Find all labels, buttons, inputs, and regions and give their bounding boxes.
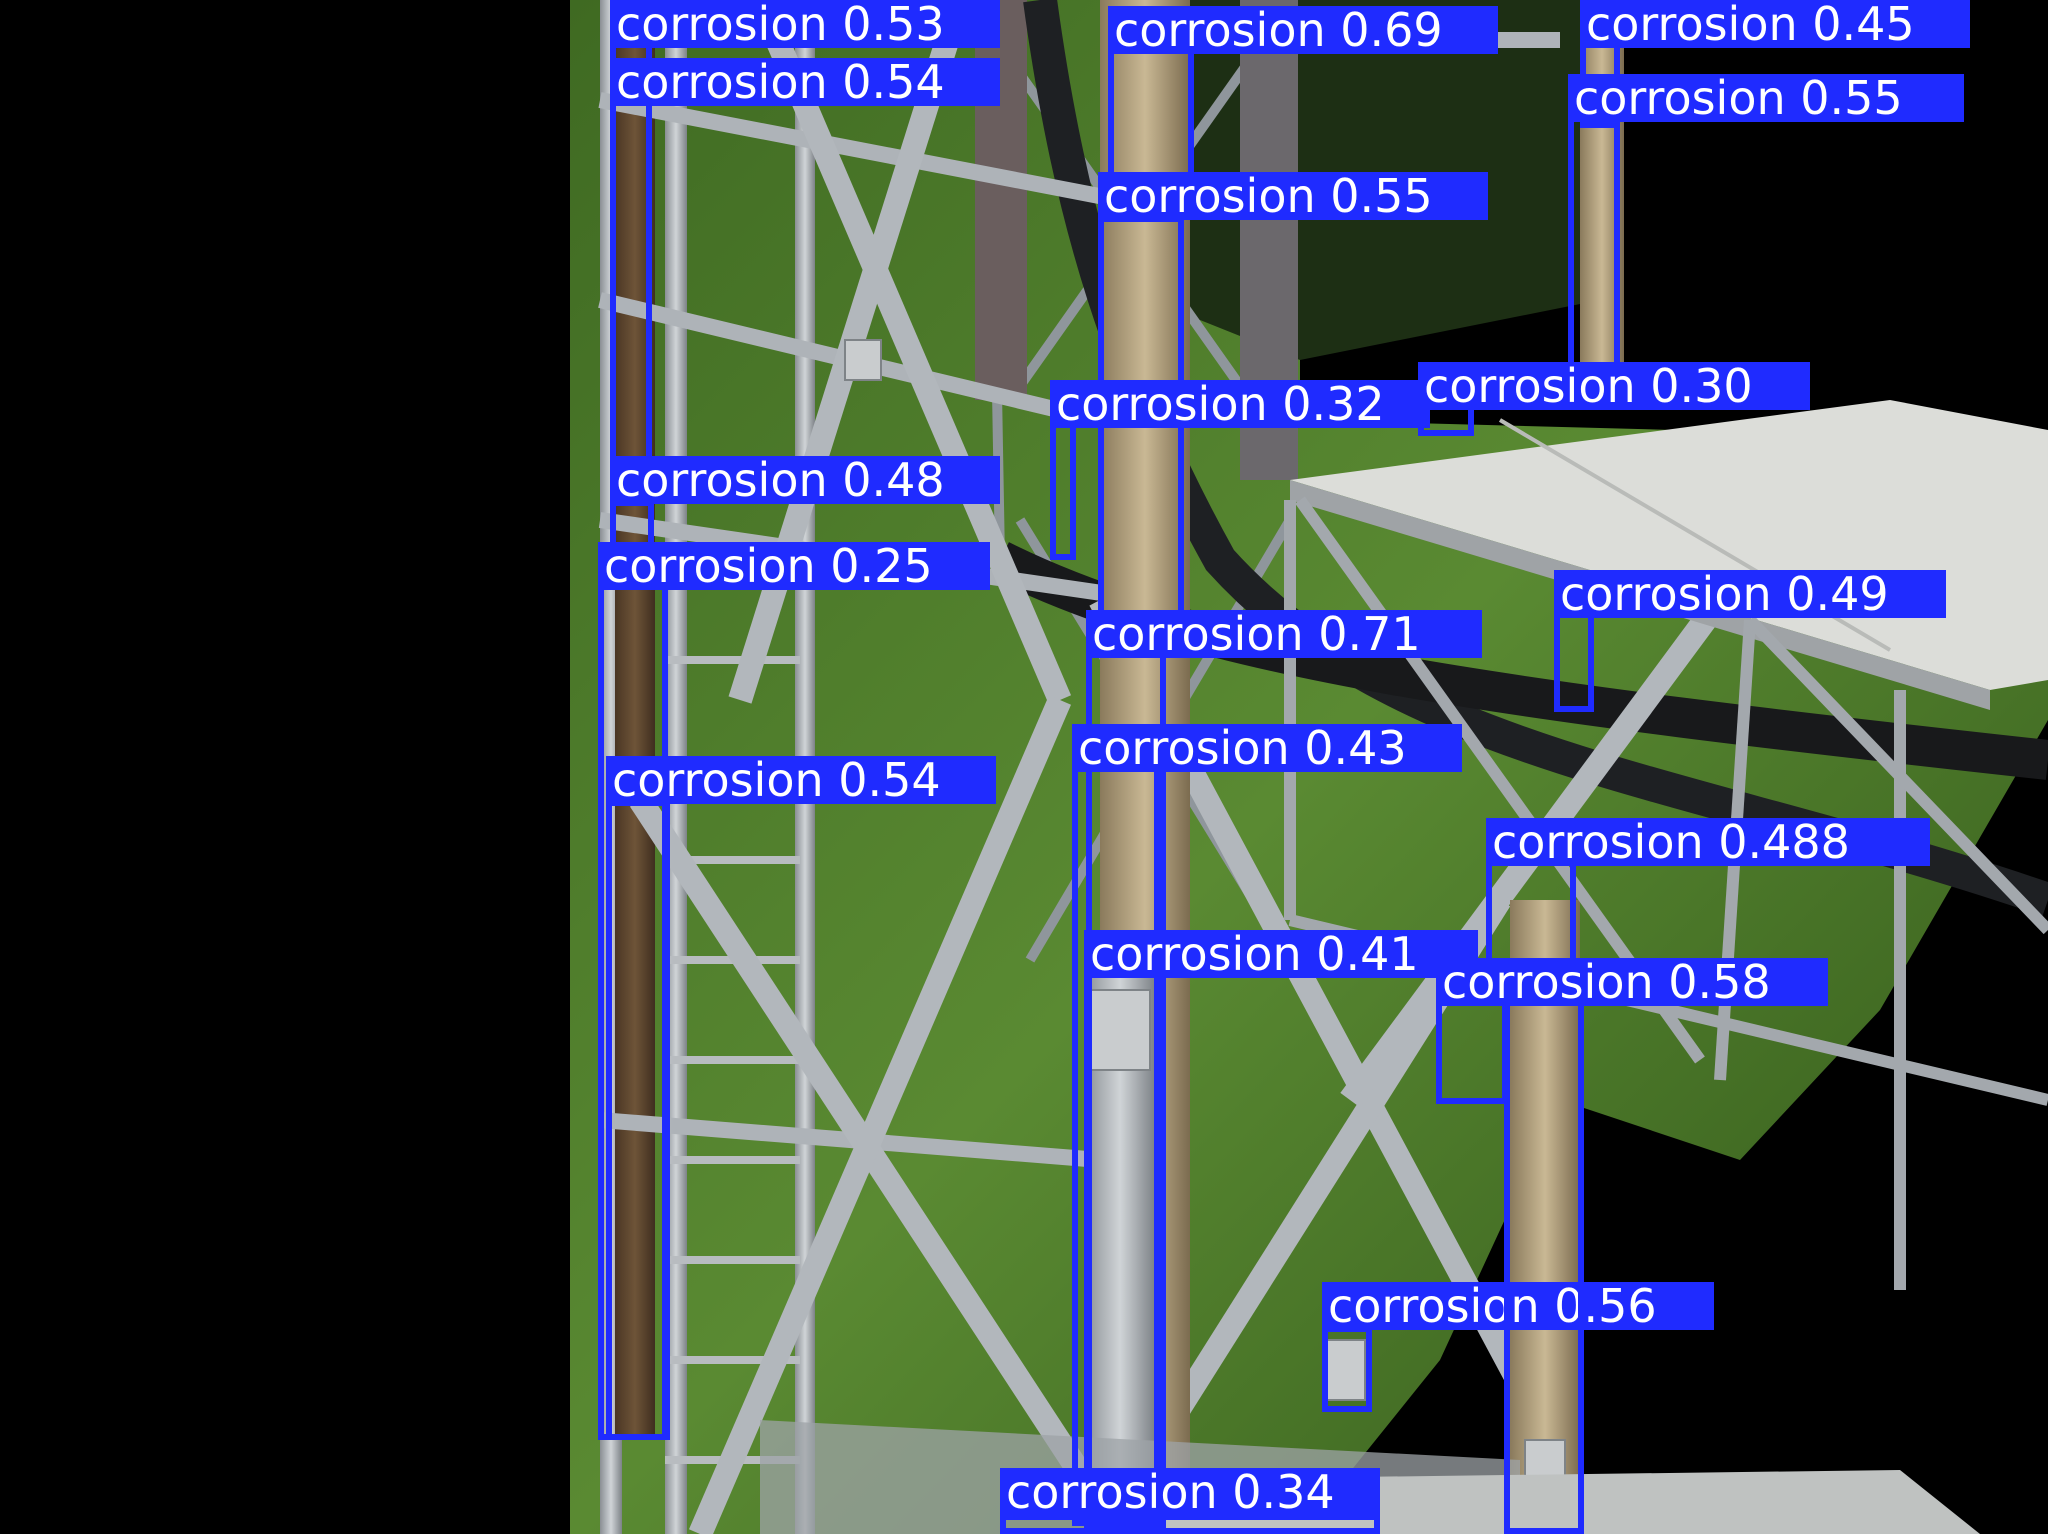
detection-label-10: corrosion 0.25	[598, 542, 990, 590]
detection-box-5	[1568, 116, 1620, 386]
detection-label-11: corrosion 0.71	[1086, 610, 1482, 658]
detection-box-17	[1436, 1000, 1508, 1104]
detection-label-15: corrosion 0.488	[1486, 818, 1930, 866]
detection-label-12: corrosion 0.49	[1554, 570, 1946, 618]
detection-box-12	[1554, 612, 1594, 712]
detection-label-18: corrosion 0.56	[1322, 1282, 1714, 1330]
detection-label-17: corrosion 0.58	[1436, 958, 1828, 1006]
detection-box-18	[1322, 1326, 1372, 1412]
detection-label-16: corrosion 0.41	[1084, 930, 1478, 978]
detection-label-9: corrosion 0.48	[610, 456, 1000, 504]
detection-box-2	[610, 96, 652, 496]
black-cable-bundle	[1023, 0, 2048, 917]
detection-label-8: corrosion 0.30	[1418, 362, 1810, 410]
detection-label-1: corrosion 0.53	[610, 0, 1000, 48]
detection-label-7: corrosion 0.32	[1050, 380, 1430, 428]
detection-label-3: corrosion 0.69	[1108, 6, 1498, 54]
detection-label-19: corrosion 0.34	[1000, 1468, 1380, 1516]
detection-label-5: corrosion 0.55	[1568, 74, 1964, 122]
black-cable-bundle-2	[991, 542, 2048, 780]
detection-box-20	[1504, 1000, 1584, 1534]
detection-label-4: corrosion 0.45	[1580, 0, 1970, 48]
detection-box-13	[606, 800, 670, 1440]
detection-label-6: corrosion 0.55	[1098, 172, 1488, 220]
detection-box-16	[1084, 970, 1162, 1530]
detection-box-19	[1000, 1514, 1380, 1534]
detection-label-2: corrosion 0.54	[610, 58, 1000, 106]
detection-label-14: corrosion 0.43	[1072, 724, 1462, 772]
detection-label-13: corrosion 0.54	[606, 756, 996, 804]
